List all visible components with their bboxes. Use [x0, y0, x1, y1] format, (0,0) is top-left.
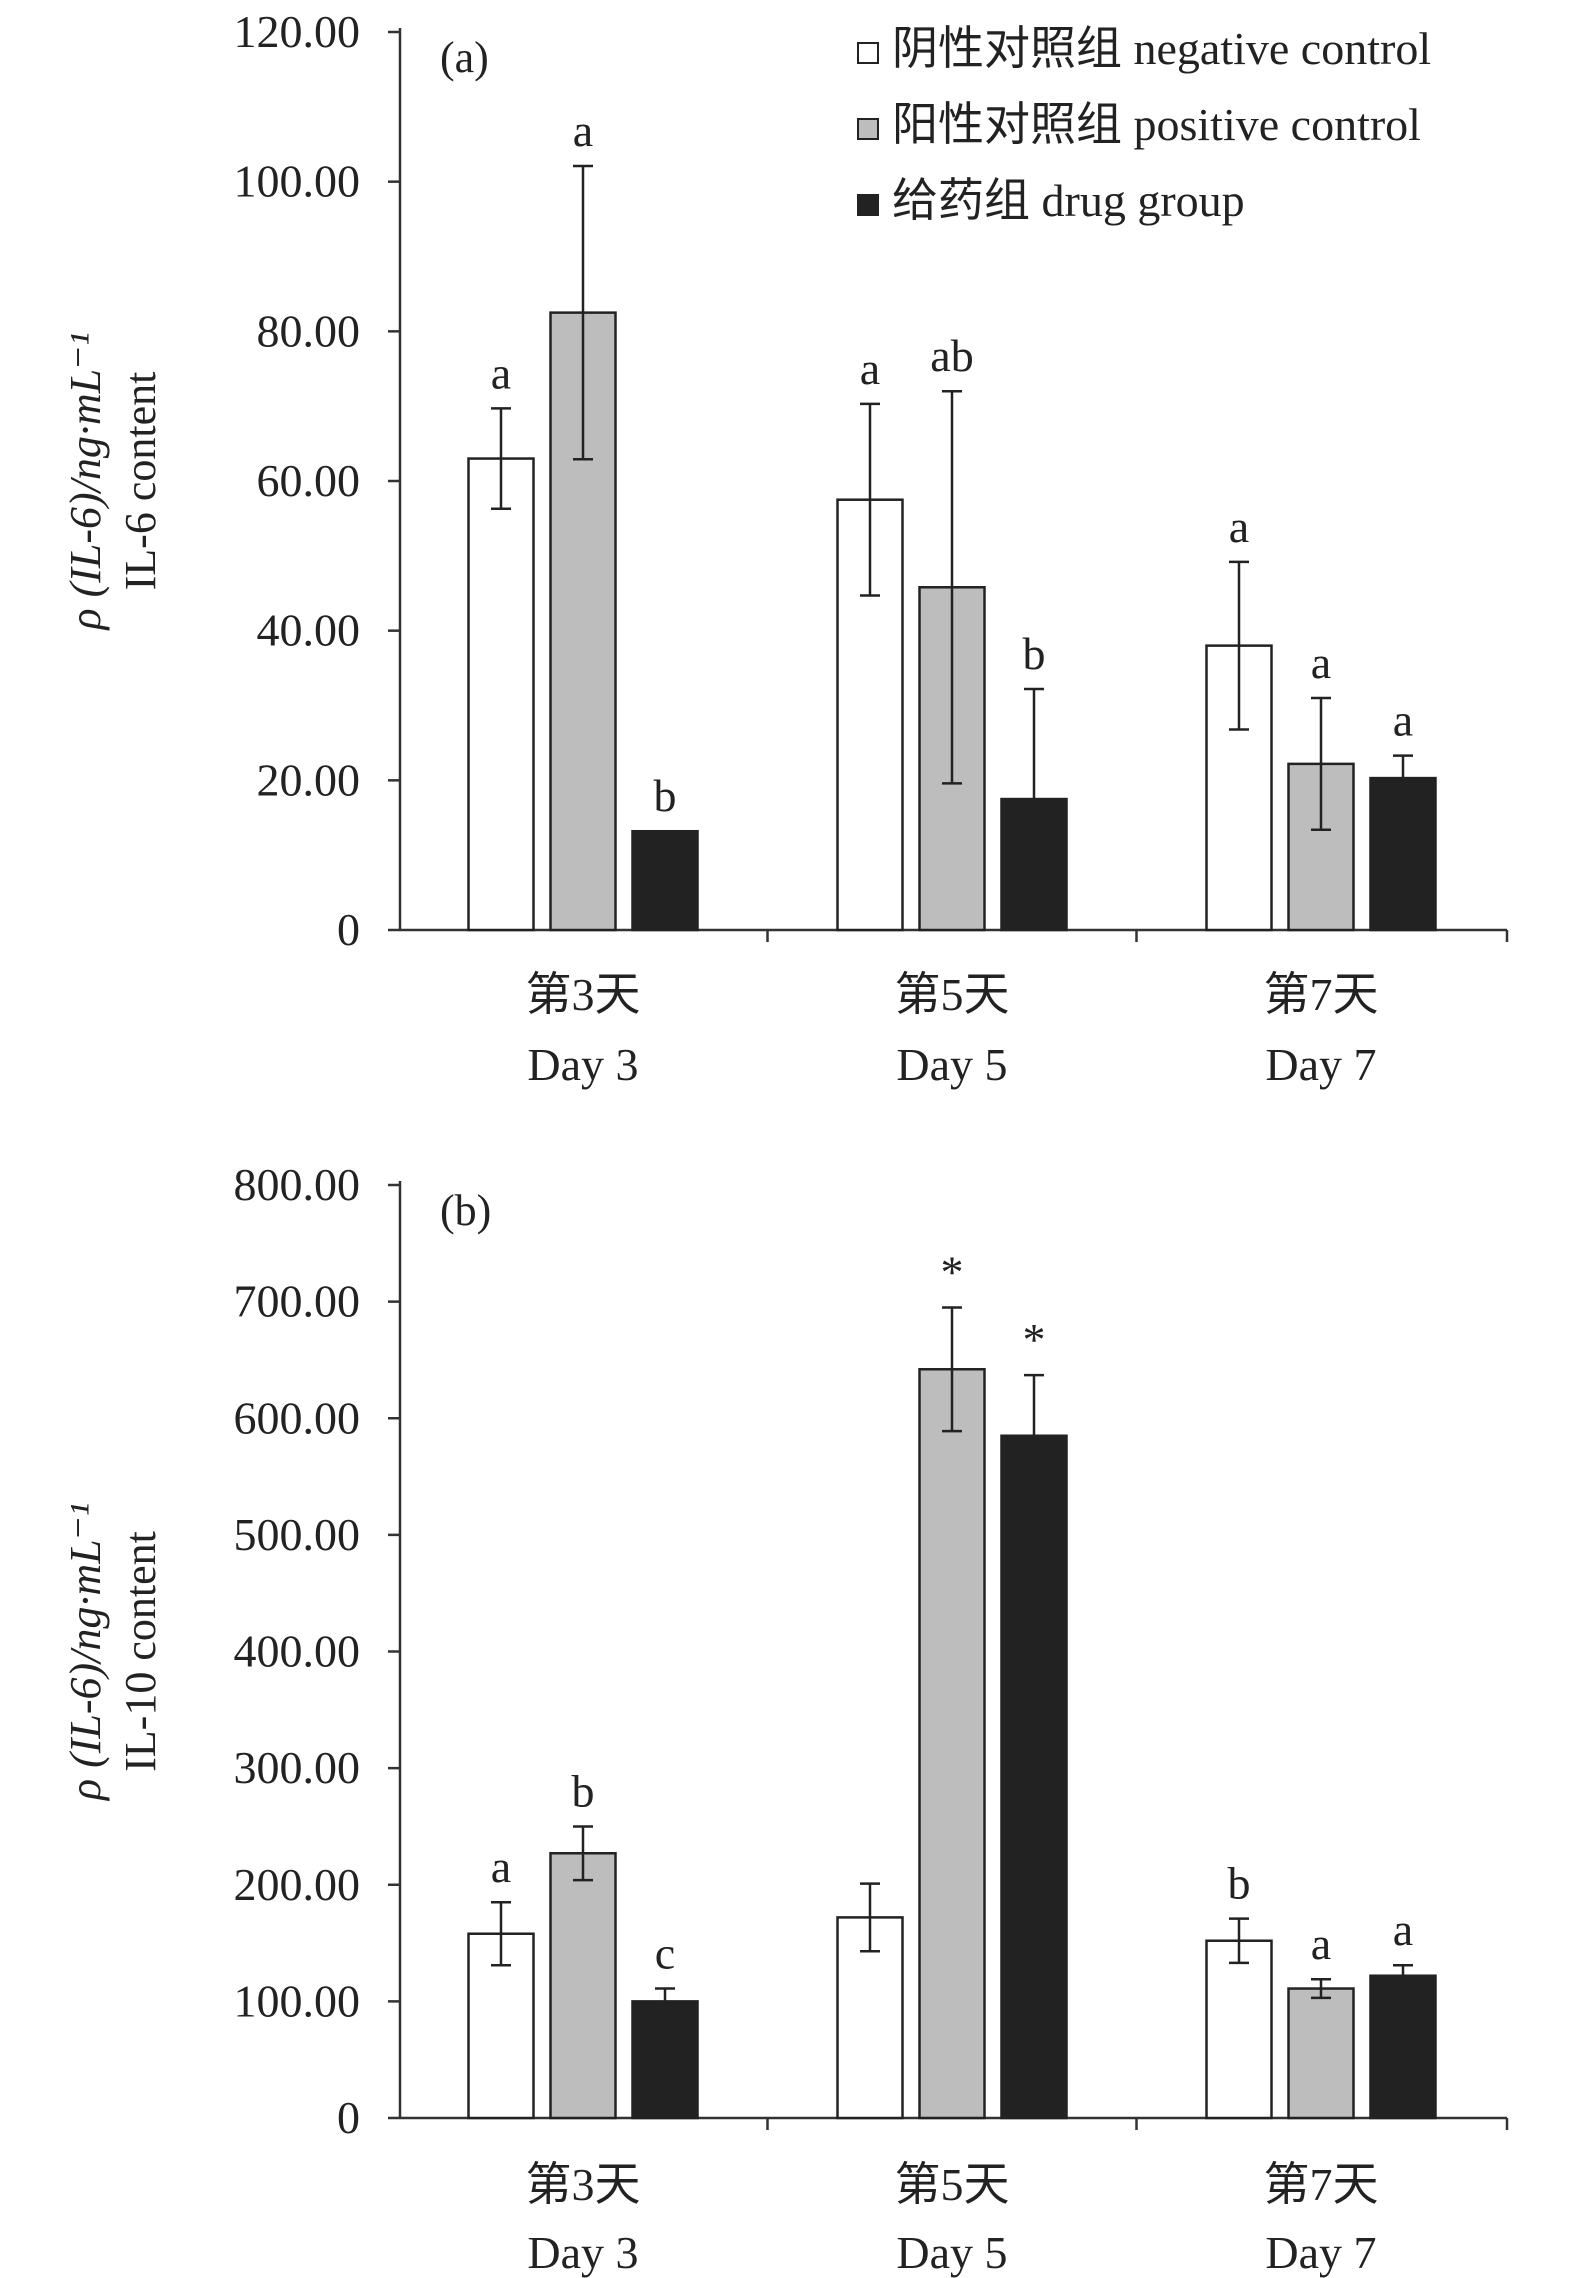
y-tick-label: 40.00 — [257, 605, 361, 656]
category-label-zh: 第5天 — [895, 2159, 1010, 2210]
significance-label: a — [1229, 501, 1249, 552]
bar — [631, 2000, 699, 2120]
bar — [1000, 1434, 1068, 2120]
bar — [467, 457, 535, 932]
y-tick-label: 100.00 — [234, 1975, 361, 2026]
significance-label: a — [1311, 637, 1331, 688]
category-label-en: Day 5 — [896, 1039, 1007, 1090]
category-label-en: Day 7 — [1265, 1039, 1376, 1090]
category-label-en: Day 5 — [896, 2227, 1007, 2278]
y-tick-label: 200.00 — [234, 1859, 361, 1910]
y-tick-label: 60.00 — [257, 455, 361, 506]
y-tick-label: 80.00 — [257, 305, 361, 356]
y-tick-label: 600.00 — [234, 1392, 361, 1443]
category-label-en: Day 3 — [527, 2227, 638, 2278]
y-tick-label: 400.00 — [234, 1626, 361, 1677]
y-tick-label: 300.00 — [234, 1742, 361, 1793]
y-tick-label: 800.00 — [234, 1159, 361, 1210]
legend-swatch — [857, 194, 879, 216]
category-label-en: Day 3 — [527, 1039, 638, 1090]
bar — [631, 829, 699, 932]
category-label-zh: 第5天 — [895, 969, 1010, 1020]
bar — [1205, 1939, 1273, 2120]
bar — [918, 1368, 986, 2120]
y-axis-title: ρ (IL-6)/ng·mL⁻¹ — [61, 332, 110, 631]
category-label-zh: 第3天 — [526, 2159, 641, 2210]
category-label-zh: 第7天 — [1264, 2159, 1379, 2210]
significance-label: a — [860, 343, 880, 394]
significance-label: a — [491, 1841, 511, 1892]
legend-entry: 阳性对照组 positive control — [892, 99, 1421, 150]
significance-label: * — [1023, 1314, 1046, 1365]
significance-label: b — [654, 770, 677, 821]
legend-swatch — [857, 118, 879, 140]
significance-label: b — [1023, 628, 1046, 679]
y-tick-label: 500.00 — [234, 1509, 361, 1560]
panel-label: (a) — [440, 33, 489, 82]
category-label-en: Day 7 — [1265, 2227, 1376, 2278]
bar — [1369, 1974, 1437, 2120]
significance-label: c — [655, 1928, 675, 1979]
y-tick-label: 0 — [337, 2092, 360, 2143]
bar — [1287, 1987, 1355, 2120]
y-tick-label: 0 — [337, 904, 360, 955]
category-label-zh: 第3天 — [526, 969, 641, 1020]
legend-entry: 阴性对照组 negative control — [892, 23, 1431, 74]
bar — [549, 1852, 617, 2120]
significance-label: a — [573, 105, 593, 156]
significance-label: ab — [930, 330, 973, 381]
y-axis-title: ρ (IL-6)/ng·mL⁻¹ — [61, 1503, 110, 1802]
significance-label: a — [1311, 1918, 1331, 1969]
legend-swatch — [857, 42, 879, 64]
y-tick-label: 120.00 — [234, 6, 361, 57]
y-tick-label: 700.00 — [234, 1276, 361, 1327]
legend-entry: 给药组 drug group — [892, 175, 1245, 226]
y-axis-subtitle: IL-6 content — [116, 372, 165, 591]
significance-label: a — [1393, 1904, 1413, 1955]
significance-label: a — [1393, 695, 1413, 746]
bar — [1369, 776, 1437, 932]
panel-label: (b) — [440, 1186, 491, 1235]
significance-label: * — [941, 1246, 964, 1297]
y-tick-label: 20.00 — [257, 754, 361, 805]
category-label-zh: 第7天 — [1264, 969, 1379, 1020]
significance-label: a — [491, 347, 511, 398]
significance-label: b — [572, 1765, 595, 1816]
y-axis-subtitle: IL-10 content — [116, 1531, 165, 1772]
significance-label: b — [1228, 1858, 1251, 1909]
y-tick-label: 100.00 — [234, 156, 361, 207]
